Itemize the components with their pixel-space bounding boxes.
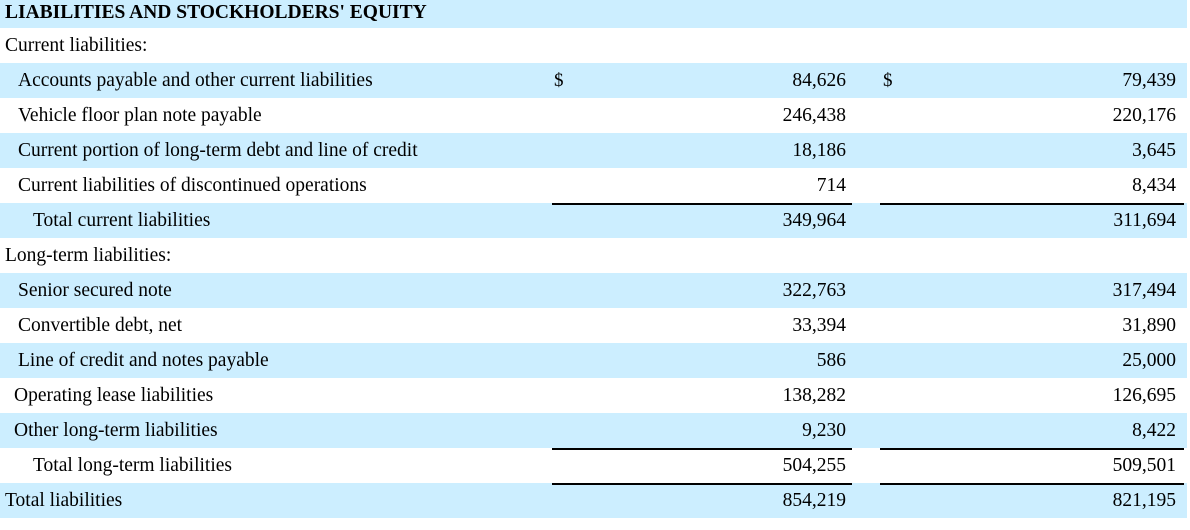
value-period-1: 138,282 (782, 385, 846, 406)
row-label: Total current liabilities (33, 210, 211, 231)
value-period-1: 586 (816, 350, 846, 371)
table-row-total-current-liabilities: Total current liabilities 349,964 311,69… (0, 203, 1187, 238)
value-period-1: 33,394 (792, 315, 846, 336)
currency-symbol: $ (554, 70, 564, 91)
table-row-current-portion-debt: Current portion of long-term debt and li… (0, 133, 1187, 168)
row-label: Long-term liabilities: (5, 245, 172, 266)
table-row-senior-secured-note: Senior secured note 322,763 317,494 (0, 273, 1187, 308)
subtotal-rule (552, 203, 852, 205)
table-row-total-liabilities: Total liabilities 854,219 821,195 (0, 483, 1187, 518)
table-row-vehicle-floor-plan: Vehicle floor plan note payable 246,438 … (0, 98, 1187, 133)
value-period-2: 317,494 (1112, 280, 1176, 301)
value-period-2: 509,501 (1112, 455, 1176, 476)
value-period-2: 25,000 (1122, 350, 1176, 371)
table-row-convertible-debt: Convertible debt, net 33,394 31,890 (0, 308, 1187, 343)
row-label: Senior secured note (18, 280, 172, 301)
row-label: Current liabilities: (5, 35, 148, 56)
subtotal-rule (880, 203, 1184, 205)
value-period-1: 714 (816, 175, 846, 196)
row-label: Accounts payable and other current liabi… (18, 70, 373, 91)
value-period-1: 349,964 (782, 210, 846, 231)
value-period-2: 31,890 (1122, 315, 1176, 336)
value-period-2: 8,422 (1132, 420, 1176, 441)
value-period-1: 84,626 (792, 70, 846, 91)
value-period-1: 504,255 (782, 455, 846, 476)
value-period-1: 246,438 (782, 105, 846, 126)
row-label: Convertible debt, net (18, 315, 183, 336)
table-row-total-long-term-liabilities: Total long-term liabilities 504,255 509,… (0, 448, 1187, 483)
value-period-2: 8,434 (1132, 175, 1176, 196)
table-row-other-long-term: Other long-term liabilities 9,230 8,422 (0, 413, 1187, 448)
value-period-2: 821,195 (1112, 490, 1176, 511)
value-period-1: 9,230 (802, 420, 846, 441)
value-period-1: 18,186 (792, 140, 846, 161)
row-label: Operating lease liabilities (14, 385, 214, 406)
value-period-1: 854,219 (782, 490, 846, 511)
subtotal-rule (552, 448, 852, 450)
row-label: Total long-term liabilities (33, 455, 233, 476)
row-label: Total liabilities (5, 490, 123, 511)
section-header: LIABILITIES AND STOCKHOLDERS' EQUITY (0, 0, 1187, 28)
row-label: Current liabilities of discontinued oper… (18, 175, 367, 196)
value-period-2: 220,176 (1112, 105, 1176, 126)
table-row-accounts-payable: Accounts payable and other current liabi… (0, 63, 1187, 98)
subtotal-rule (880, 448, 1184, 450)
table-row-current-liabilities-heading: Current liabilities: (0, 28, 1187, 63)
value-period-2: 79,439 (1122, 70, 1176, 91)
value-period-1: 322,763 (782, 280, 846, 301)
row-label: Line of credit and notes payable (18, 350, 269, 371)
table-row-discontinued-operations: Current liabilities of discontinued oper… (0, 168, 1187, 203)
value-period-2: 126,695 (1112, 385, 1176, 406)
table-row-line-of-credit: Line of credit and notes payable 586 25,… (0, 343, 1187, 378)
total-rule (552, 483, 852, 485)
section-title: LIABILITIES AND STOCKHOLDERS' EQUITY (5, 2, 427, 23)
table-row-long-term-liabilities-heading: Long-term liabilities: (0, 238, 1187, 273)
row-label: Current portion of long-term debt and li… (18, 140, 418, 161)
currency-symbol: $ (883, 70, 893, 91)
value-period-2: 3,645 (1132, 140, 1176, 161)
value-period-2: 311,694 (1113, 210, 1176, 231)
table-row-operating-lease: Operating lease liabilities 138,282 126,… (0, 378, 1187, 413)
total-rule (880, 483, 1184, 485)
row-label: Vehicle floor plan note payable (18, 105, 262, 126)
row-label: Other long-term liabilities (14, 420, 218, 441)
